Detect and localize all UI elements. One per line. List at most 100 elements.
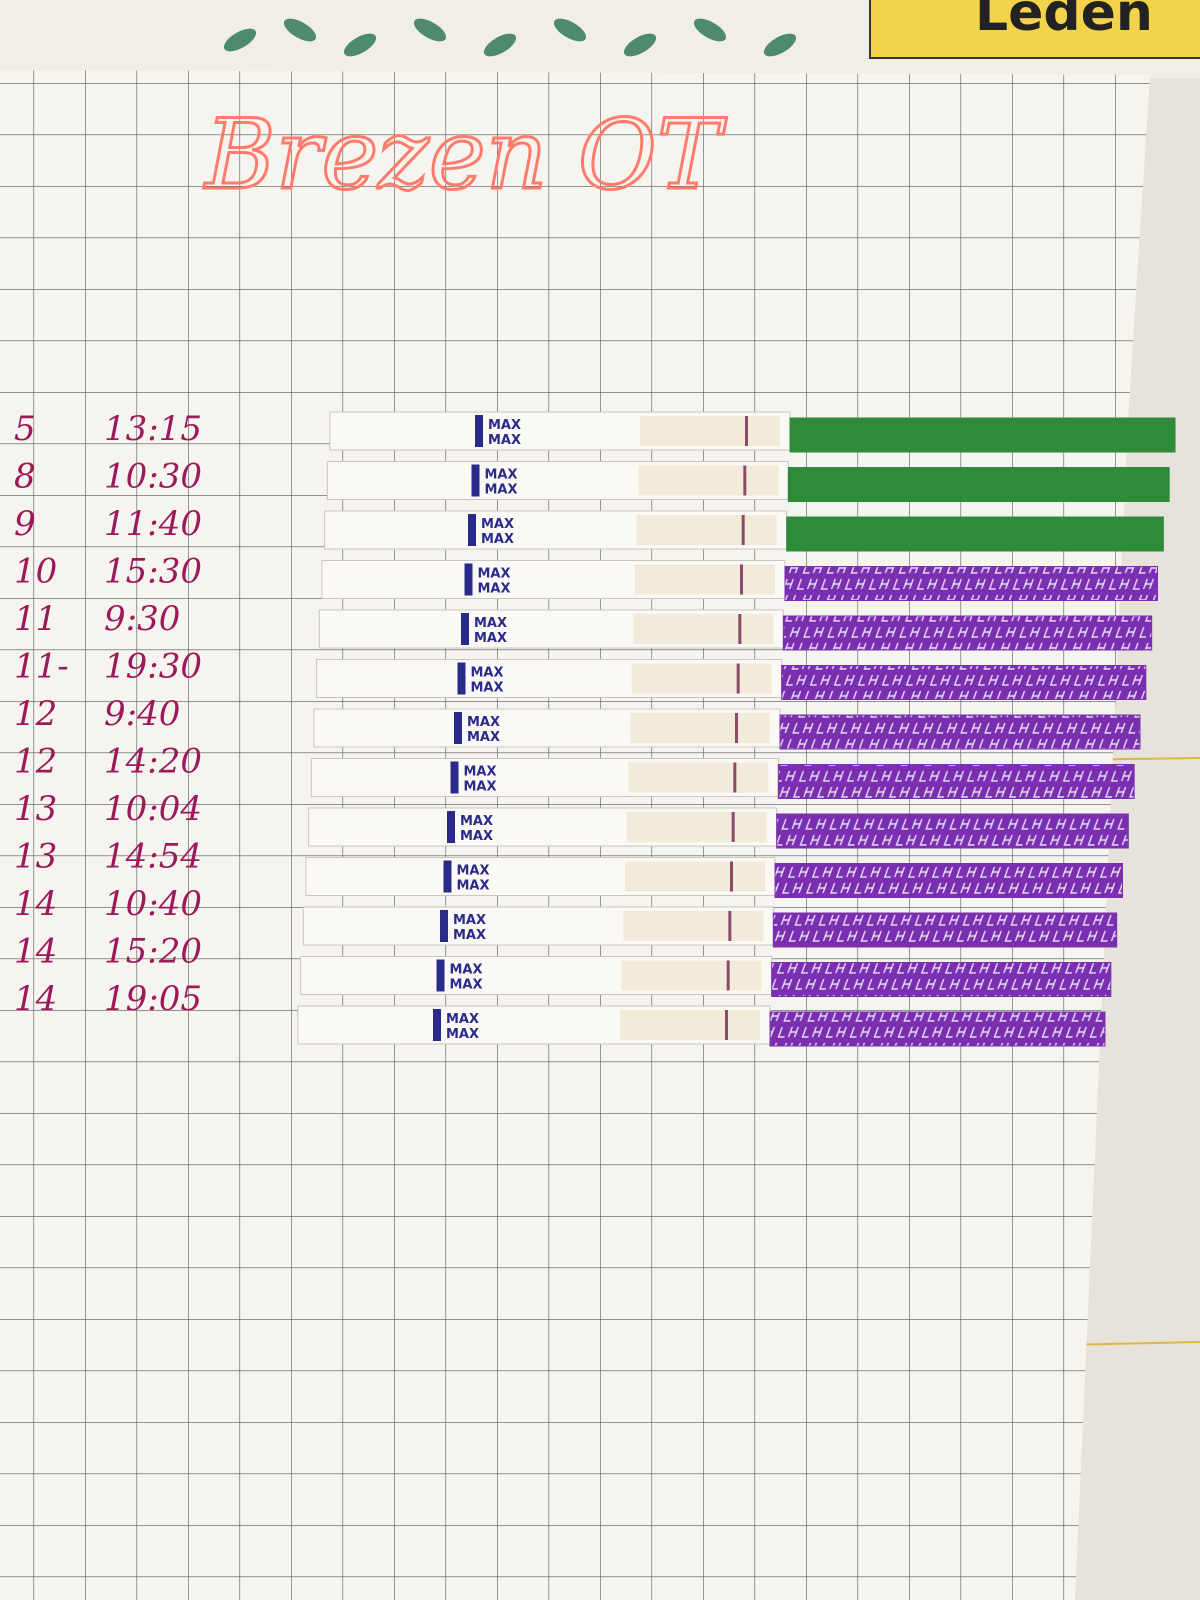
control-line <box>735 713 738 743</box>
time: 14:20 <box>104 742 202 782</box>
max-bar <box>468 514 476 546</box>
max-label: MAX <box>488 433 521 448</box>
result-window <box>638 465 779 496</box>
tag-text: Leden <box>975 0 1153 43</box>
max-label: MAX <box>457 864 490 879</box>
handle <box>779 714 1141 750</box>
handle <box>782 615 1153 651</box>
control-line <box>731 812 735 842</box>
control-line <box>743 465 747 496</box>
max-label: MAX <box>488 418 521 433</box>
max-bar <box>436 959 445 992</box>
time: 10:30 <box>104 457 202 497</box>
result-window <box>633 614 774 644</box>
max-label: MAX <box>453 928 486 943</box>
time: 13:15 <box>104 409 202 449</box>
day: 8 <box>14 457 36 497</box>
handle <box>777 764 1135 799</box>
max-label: MAX <box>450 978 483 993</box>
time: 10:04 <box>104 789 202 829</box>
max-bar <box>471 464 480 497</box>
day: 13 <box>14 837 57 877</box>
day: 14 <box>14 979 57 1019</box>
time: 9:30 <box>104 599 180 639</box>
max-bar <box>475 415 483 447</box>
day: 13 <box>14 789 57 829</box>
handle <box>774 863 1123 898</box>
time: 15:20 <box>104 932 202 972</box>
time: 10:40 <box>104 884 202 924</box>
max-bar <box>464 563 473 596</box>
day: 11 <box>14 599 57 639</box>
day: 9 <box>14 504 36 544</box>
max-label: MAX <box>481 532 514 547</box>
day: 5 <box>14 409 36 449</box>
max-label: MAX <box>460 814 493 829</box>
max-bar <box>450 761 459 794</box>
max-label: MAX <box>457 879 490 894</box>
max-bar <box>443 860 452 893</box>
result-window <box>626 812 767 842</box>
result-window <box>640 416 780 446</box>
day: 12 <box>14 742 57 782</box>
day: 12 <box>14 694 57 734</box>
max-label: MAX <box>485 468 518 483</box>
max-label: MAX <box>478 582 511 597</box>
time: 19:30 <box>104 647 202 687</box>
result-window <box>620 1010 760 1040</box>
day: 14 <box>14 932 57 972</box>
control-line <box>730 861 733 892</box>
day: 14 <box>14 884 57 924</box>
max-bar <box>433 1009 441 1041</box>
result-window <box>621 960 762 991</box>
control-line <box>745 416 748 446</box>
tag-box <box>869 0 1200 59</box>
day: 11- <box>14 647 69 687</box>
control-line <box>740 564 743 595</box>
max-label: MAX <box>464 780 497 795</box>
max-label: MAX <box>446 1012 479 1027</box>
result-window <box>623 911 764 941</box>
max-bar <box>457 662 466 695</box>
max-label: MAX <box>450 963 483 978</box>
max-label: MAX <box>481 517 514 532</box>
max-label: MAX <box>467 715 500 730</box>
result-window <box>628 762 769 793</box>
max-bar <box>461 613 469 645</box>
handle <box>786 516 1164 552</box>
max-bar <box>440 910 448 942</box>
max-label: MAX <box>471 666 504 681</box>
max-label: MAX <box>474 616 507 631</box>
time: 11:40 <box>104 504 202 544</box>
title: Brezen OT <box>203 99 727 211</box>
day: 10 <box>14 552 57 592</box>
max-label: MAX <box>464 765 497 780</box>
result-window <box>636 515 777 545</box>
result-window <box>631 663 772 694</box>
control-line <box>741 515 745 545</box>
max-label: MAX <box>474 631 507 646</box>
max-label: MAX <box>453 913 486 928</box>
control-line <box>725 1010 728 1040</box>
max-label: MAX <box>478 567 511 582</box>
control-line <box>733 762 737 793</box>
handle <box>787 467 1170 502</box>
leaves <box>223 18 797 57</box>
max-label: MAX <box>460 829 493 844</box>
handle <box>769 1011 1106 1047</box>
time: 19:05 <box>104 979 202 1019</box>
result-window <box>625 861 765 892</box>
